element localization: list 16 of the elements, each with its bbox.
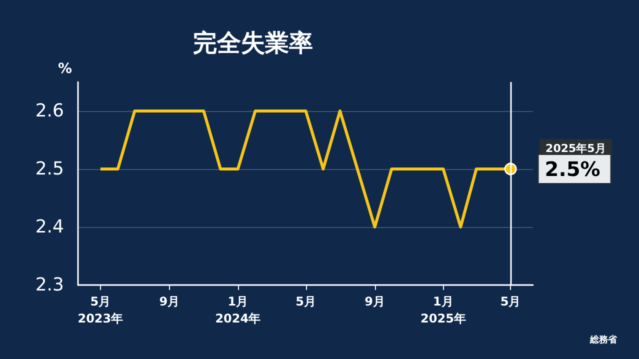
x-tick-label: 1月 2024年: [215, 294, 261, 326]
x-tick-label: 1月 2025年: [420, 294, 466, 326]
x-tick-label: 9月: [364, 294, 385, 308]
x-tick-label: 5月: [500, 294, 521, 308]
y-tick-label: 2.5: [35, 158, 64, 180]
x-tick-label: 9月: [159, 294, 180, 308]
text: 2025年5月: [546, 142, 606, 155]
chart-title: 完全失業率: [193, 29, 313, 57]
y-tick-label: 2.6: [35, 100, 64, 122]
y-axis-title: %: [58, 61, 72, 77]
y-tick-label: 2.3: [35, 274, 64, 296]
x-tick-label: 5月 2023年: [78, 294, 124, 326]
data-label: 2.5%: [544, 157, 600, 181]
x-tick-label: 5月: [296, 294, 316, 308]
text: 総務省: [589, 334, 618, 346]
y-tick-label: 2.4: [35, 216, 64, 238]
